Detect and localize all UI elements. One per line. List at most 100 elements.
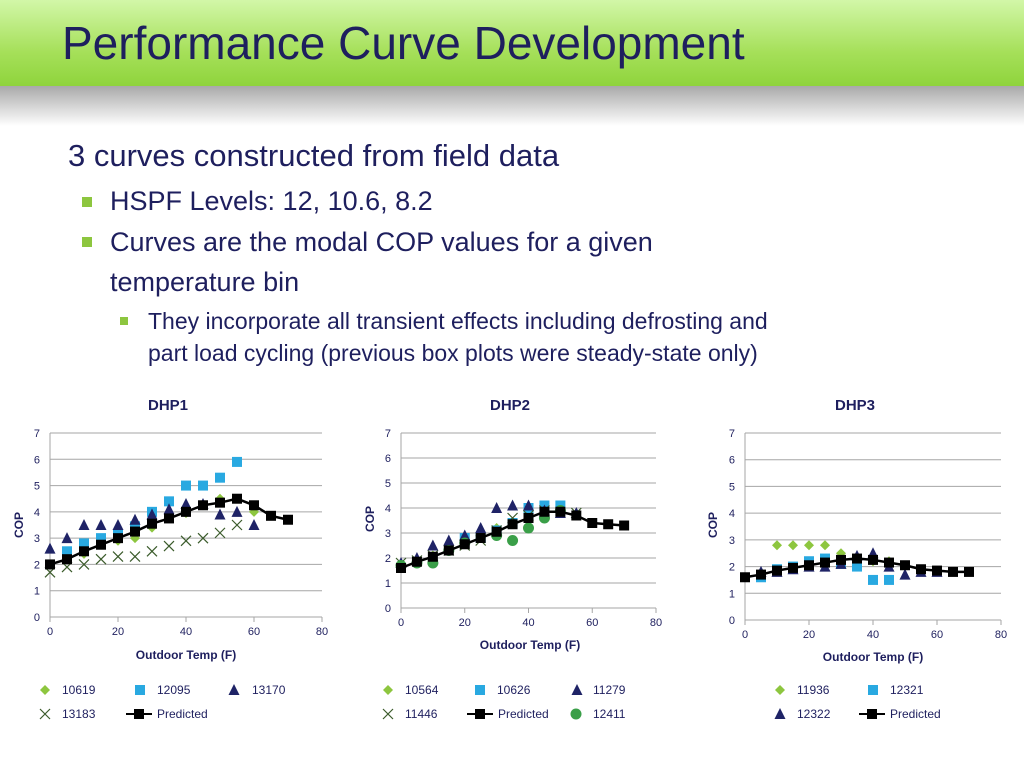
x-tick-label: 40 [522,617,534,629]
x-axis-label-dhp3: Outdoor Temp (F) [822,650,924,664]
data-point-13183 [197,532,209,544]
legend-marker-11279 [571,684,583,695]
data-point-11279 [427,539,439,551]
bullet-level3: They incorporate all transient effects i… [148,308,768,334]
y-tick-label: 4 [34,507,40,519]
data-point-Predicted [932,565,942,576]
data-point-Predicted [884,557,894,568]
bullet-square-icon [82,197,92,207]
data-point-12321 [852,561,862,572]
y-axis-label-dhp3: COP [706,511,721,539]
legend-marker-Predicted [867,709,877,719]
data-point-11279 [459,529,471,541]
y-tick-label: 7 [34,428,40,440]
data-point-11936 [804,540,814,551]
y-axis-label-dhp2: COP [363,505,378,533]
x-tick-label: 60 [248,626,260,638]
data-point-13183 [163,540,175,552]
y-tick-label: 6 [34,454,40,466]
x-tick-label: 20 [112,626,124,638]
data-point-Predicted [852,553,862,564]
data-point-12321 [868,574,878,585]
data-point-Predicted [491,526,502,537]
y-tick-label: 2 [385,553,391,565]
data-point-Predicted [804,560,814,571]
data-point-13183 [180,535,192,547]
y-tick-label: 5 [34,481,40,493]
data-point-Predicted [164,513,174,524]
y-tick-label: 6 [385,453,391,465]
data-point-11936 [788,540,798,551]
data-point-Predicted [427,551,438,562]
data-point-11936 [820,540,830,551]
data-point-Predicted [820,557,830,568]
data-point-11279 [443,534,455,546]
y-tick-label: 5 [729,481,735,493]
y-tick-label: 1 [34,586,40,598]
data-point-Predicted [868,554,878,565]
x-tick-label: 80 [995,629,1007,641]
legend-marker-12321 [868,685,878,695]
legend-marker-10564 [383,685,393,695]
data-point-13170 [214,508,226,520]
data-point-12095 [96,533,106,544]
data-point-12095 [232,456,242,467]
data-point-13170 [231,505,243,517]
y-tick-label: 3 [729,535,735,547]
data-point-Predicted [916,564,926,575]
bullet-level1: 3 curves constructed from field data [68,138,560,173]
y-tick-label: 0 [385,603,391,615]
legend-marker-10626 [475,685,485,695]
data-point-13170 [61,532,73,544]
data-point-12095 [181,480,191,491]
x-tick-label: 60 [586,617,598,629]
data-point-Predicted [232,493,242,504]
legend-label: Predicted [890,707,941,721]
legend-marker-13183 [39,708,51,720]
legend-marker-11936 [775,685,785,695]
data-point-11279 [507,499,519,511]
data-point-Predicted [96,539,106,550]
y-tick-label: 7 [729,428,735,440]
y-tick-label: 4 [385,503,391,515]
y-tick-label: 3 [34,533,40,545]
y-axis-label-dhp1: COP [12,511,27,539]
data-point-13183 [129,551,141,562]
data-point-Predicted [181,506,191,517]
legend-label: 13183 [62,707,96,721]
x-tick-label: 0 [742,629,748,641]
data-point-Predicted [79,546,89,557]
data-point-Predicted [900,560,910,571]
data-point-13183 [95,553,107,565]
legend-marker-12095 [135,685,145,695]
data-point-12095 [198,480,208,491]
bullet-level2-cont: temperature bin [110,267,300,297]
data-point-Predicted [249,500,259,511]
data-point-13183 [78,559,90,570]
x-tick-label: 20 [459,617,471,629]
x-tick-label: 20 [803,629,815,641]
x-tick-label: 80 [650,617,662,629]
x-axis-label-dhp1: Outdoor Temp (F) [135,648,237,662]
data-point-12321 [884,574,894,585]
data-point-Predicted [45,559,55,570]
data-point-12411 [507,535,519,546]
bullet-level2: Curves are the modal COP values for a gi… [110,227,653,257]
bullet-square-icon [82,237,92,247]
legend-label: Predicted [498,707,549,721]
slide-title: Performance Curve Development [62,17,745,69]
x-tick-label: 0 [398,617,404,629]
y-tick-label: 2 [34,559,40,571]
data-point-12095 [215,472,225,483]
legend-marker-Predicted [475,709,485,719]
data-point-Predicted [283,514,293,525]
data-point-12322 [899,568,911,580]
y-tick-label: 5 [385,478,391,490]
data-point-Predicted [62,554,72,565]
legend-marker-12322 [774,708,786,719]
legend-marker-12411 [570,708,582,720]
y-tick-label: 4 [729,508,735,520]
y-tick-label: 0 [729,615,735,627]
data-point-13170 [129,513,141,525]
